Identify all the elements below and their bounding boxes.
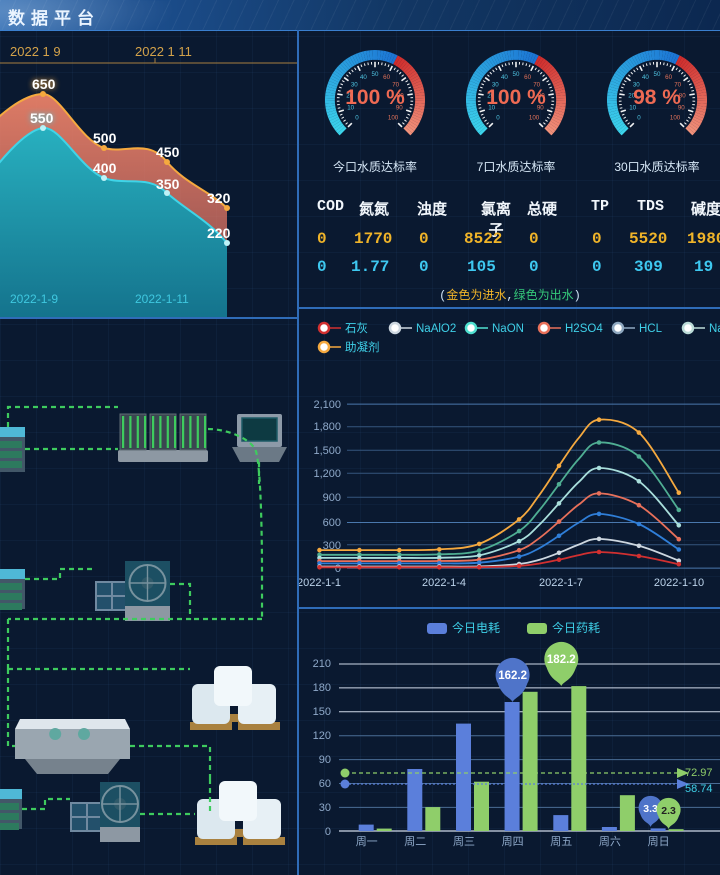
svg-text:40: 40 [360, 74, 367, 81]
svg-text:162.2: 162.2 [498, 670, 527, 682]
svg-text:50: 50 [372, 71, 379, 78]
svg-text:100: 100 [529, 115, 540, 122]
svg-text:0: 0 [496, 115, 500, 122]
svg-text:3.3: 3.3 [643, 803, 658, 815]
svg-text:60: 60 [319, 778, 331, 790]
svg-text:120: 120 [313, 730, 331, 742]
svg-text:周四: 周四 [502, 835, 524, 848]
svg-text:2022-1-4: 2022-1-4 [422, 577, 466, 589]
svg-text:30: 30 [319, 802, 331, 814]
svg-text:100: 100 [670, 115, 681, 122]
svg-text:60: 60 [665, 74, 672, 81]
svg-text:180: 180 [313, 682, 331, 694]
svg-text:150: 150 [313, 706, 331, 718]
svg-text:2.3: 2.3 [661, 805, 676, 817]
svg-text:0: 0 [335, 563, 341, 575]
svg-text:60: 60 [524, 74, 531, 81]
svg-text:周三: 周三 [453, 835, 475, 848]
svg-text:58.74: 58.74 [685, 783, 713, 795]
svg-text:90: 90 [319, 754, 331, 766]
svg-text:1,200: 1,200 [313, 468, 341, 480]
svg-text:0: 0 [325, 826, 331, 838]
svg-text:0: 0 [637, 115, 641, 122]
svg-text:40: 40 [642, 74, 649, 81]
svg-text:周六: 周六 [599, 835, 621, 848]
svg-text:50: 50 [654, 71, 661, 78]
svg-text:周一: 周一 [356, 835, 378, 848]
svg-text:600: 600 [323, 517, 341, 529]
svg-text:周二: 周二 [404, 835, 426, 848]
svg-text:2022-1-10: 2022-1-10 [654, 577, 704, 589]
svg-text:60: 60 [383, 74, 390, 81]
svg-text:2022-1-1: 2022-1-1 [299, 577, 341, 589]
svg-text:900: 900 [323, 492, 341, 504]
svg-text:50: 50 [513, 71, 520, 78]
svg-text:0: 0 [355, 115, 359, 122]
svg-text:2,100: 2,100 [313, 399, 341, 411]
svg-text:182.2: 182.2 [547, 654, 576, 666]
svg-text:1,500: 1,500 [313, 445, 341, 457]
svg-text:周日: 周日 [648, 835, 670, 848]
svg-text:72.97: 72.97 [685, 767, 713, 779]
svg-text:210: 210 [313, 658, 331, 670]
svg-text:周五: 周五 [550, 835, 572, 848]
svg-text:100: 100 [388, 115, 399, 122]
svg-text:40: 40 [501, 74, 508, 81]
svg-text:2022-1-7: 2022-1-7 [539, 577, 583, 589]
svg-text:1,800: 1,800 [313, 421, 341, 433]
